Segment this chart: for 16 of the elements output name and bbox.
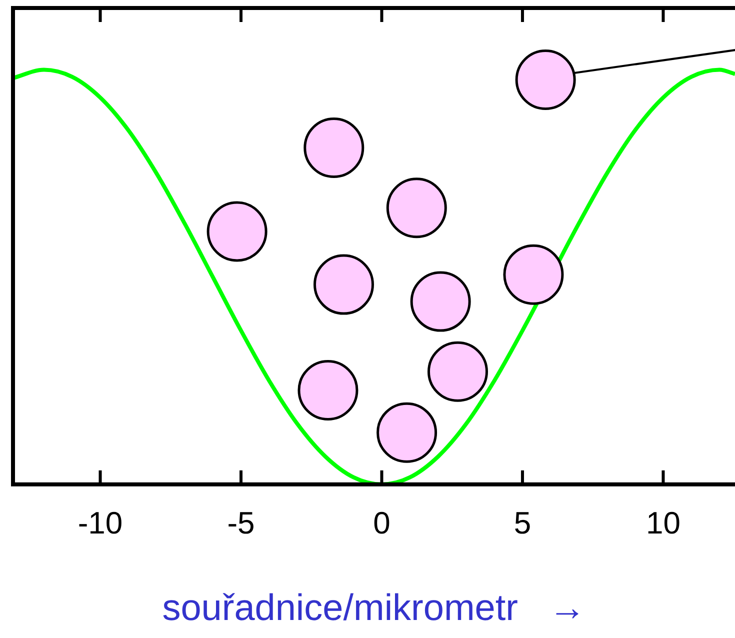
x-tick-label: -5 [227, 506, 255, 541]
point [427, 341, 488, 402]
point [206, 201, 268, 262]
x-tick-label: 0 [373, 506, 390, 541]
x-tick-label: -10 [78, 506, 123, 541]
point [515, 49, 576, 110]
point [304, 117, 364, 178]
point [376, 402, 438, 463]
x-axis-title: souřadnice/mikrometr → [162, 587, 586, 628]
x-tick-label: 10 [646, 506, 680, 541]
point [298, 360, 358, 421]
point [313, 254, 374, 315]
point [386, 178, 447, 238]
x-tick-label: 5 [514, 506, 532, 541]
point [410, 271, 471, 332]
point [503, 244, 564, 305]
